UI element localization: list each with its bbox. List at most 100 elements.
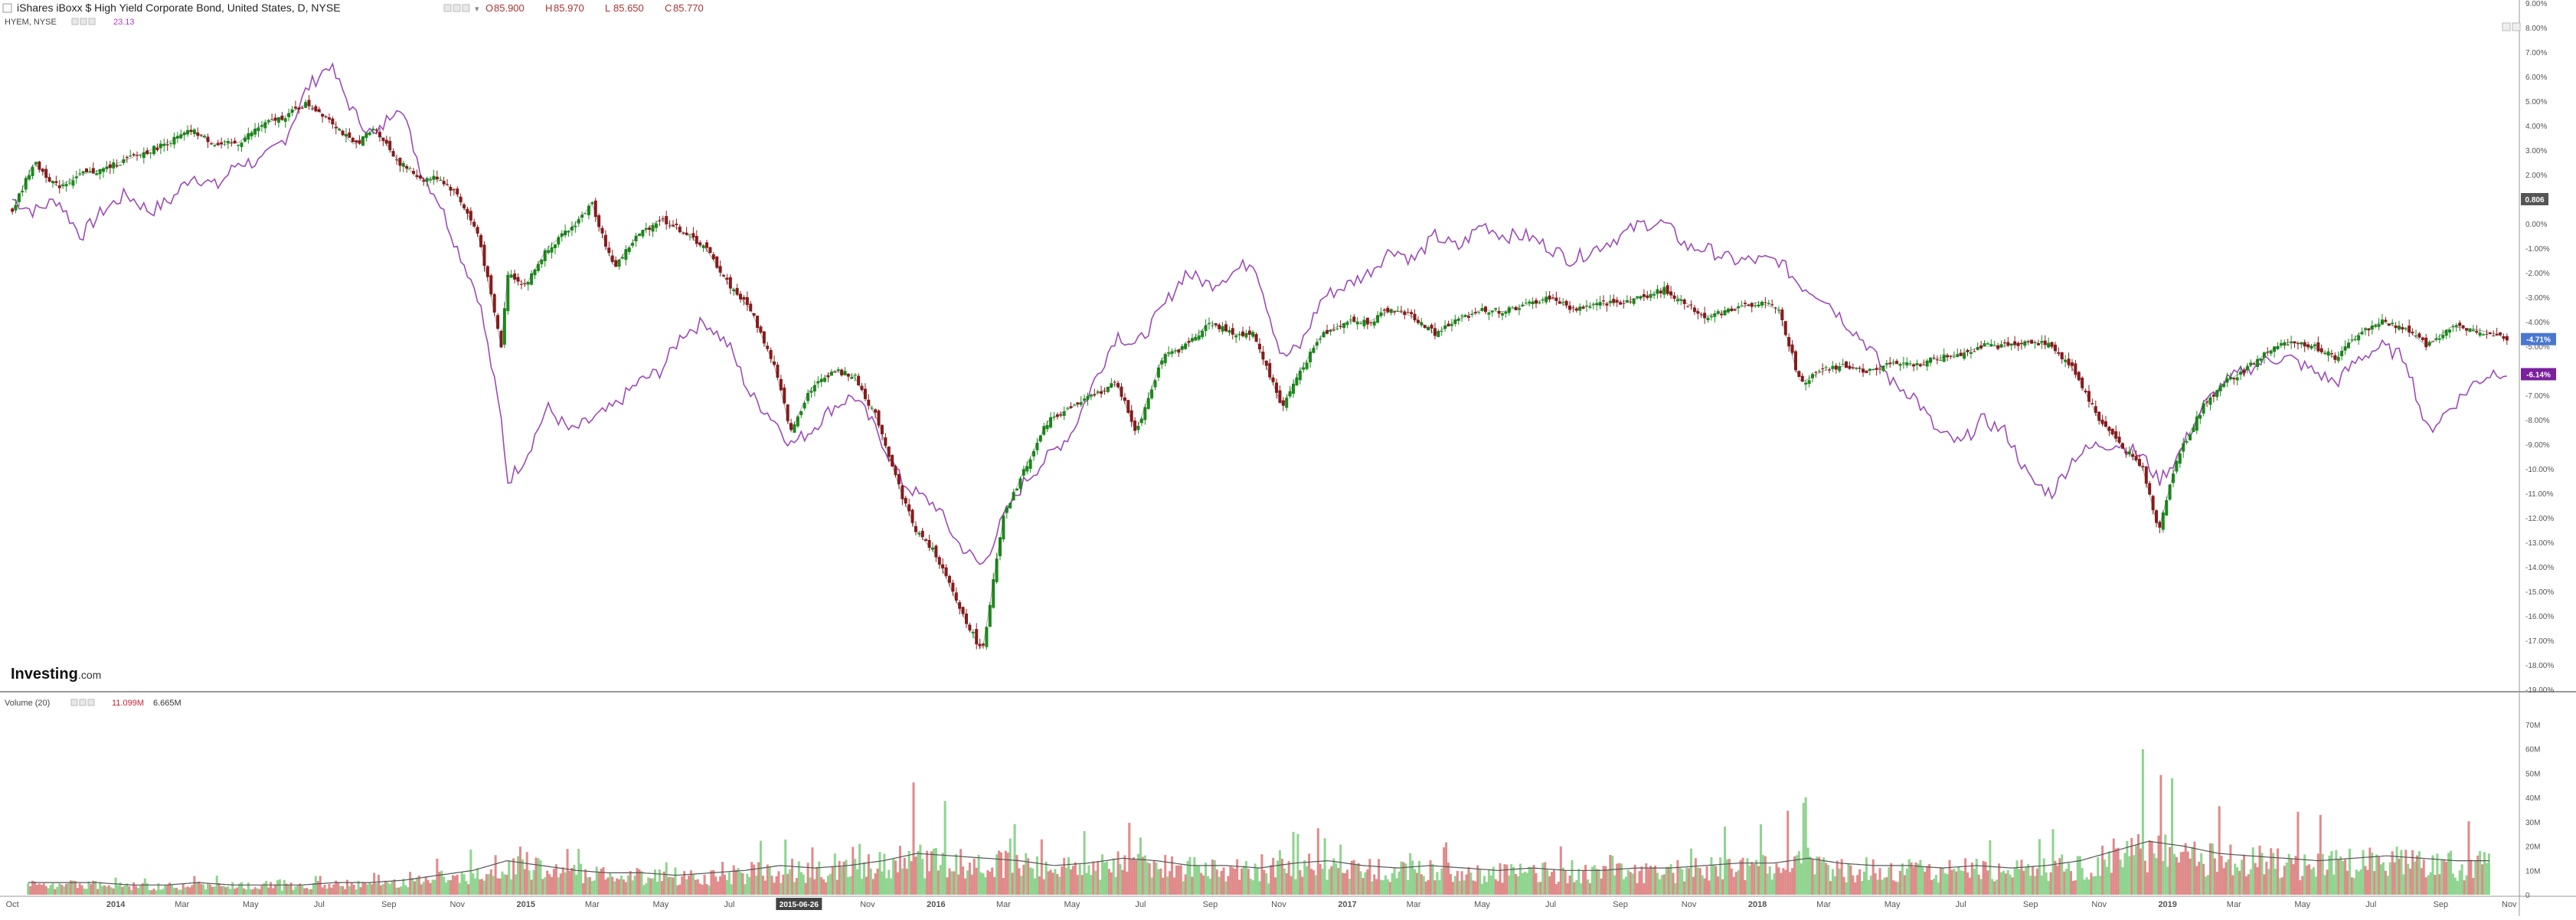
volume-bar [2175, 856, 2178, 895]
volume-bar [1105, 861, 1108, 895]
volume-bar [885, 878, 888, 895]
candle-body [1022, 469, 1025, 476]
volume-bar [705, 884, 708, 895]
candle-body [2168, 484, 2172, 500]
candle-body [1834, 365, 1838, 370]
legend-action-icon [88, 18, 96, 25]
volume-bar [2417, 851, 2421, 895]
candle-body [307, 100, 311, 106]
volume-bar [1485, 882, 1488, 895]
volume-bar [1979, 879, 1983, 895]
candle-body [1656, 289, 1659, 294]
volume-bar [395, 887, 398, 895]
candle-body [2471, 329, 2475, 332]
volume-bar [1031, 868, 1035, 895]
candle-body [1332, 329, 1335, 331]
volume-bar [1770, 879, 1773, 895]
candle-body [115, 165, 119, 167]
volume-bar [2166, 866, 2169, 895]
candle-body [28, 175, 31, 180]
candle-body [2437, 338, 2441, 340]
candle-body [1440, 331, 1443, 332]
candle-body [102, 168, 106, 172]
volume-bar [1872, 859, 1875, 895]
ohlc-label: C [665, 2, 672, 14]
volume-bar [244, 889, 247, 895]
volume-bar [215, 876, 218, 895]
volume-bar [1525, 873, 1528, 895]
candle-body [624, 249, 628, 260]
volume-bar [1604, 866, 1607, 895]
compare-badge-box [2521, 368, 2556, 381]
volume-bar [1242, 866, 1245, 895]
volume-bar [1402, 862, 1405, 895]
volume-bar [409, 872, 412, 895]
volume-bar [2184, 843, 2187, 895]
price-tick-label: -10.00% [2525, 466, 2554, 474]
volume-bar [1368, 859, 1371, 895]
volume-bar [400, 886, 403, 895]
candle-body [74, 176, 78, 178]
volume-bar [1090, 875, 1093, 895]
candle-body [1848, 365, 1852, 369]
volume-bar [1395, 878, 1398, 895]
volume-bar [557, 877, 560, 895]
volume-bar [1319, 863, 1322, 895]
volume-bar [2231, 875, 2234, 895]
volume-bar [741, 873, 744, 895]
volume-bar [1787, 810, 1790, 895]
candle-body [1355, 322, 1359, 325]
volume-bar [957, 874, 960, 895]
volume-bar [1629, 872, 1632, 895]
candle-body [482, 244, 486, 267]
volume-bar [2004, 873, 2007, 895]
candle-body [1595, 303, 1599, 306]
volume-bar [1840, 859, 1843, 895]
volume-bar [2422, 859, 2425, 895]
volume-bar [701, 884, 704, 895]
candle-body [1737, 306, 1741, 309]
candle-body [2144, 467, 2148, 484]
volume-bar [667, 876, 670, 895]
candle-body [2290, 342, 2293, 344]
time-tick-label: Sep [1613, 900, 1628, 909]
volume-bar [1047, 871, 1050, 895]
volume-bar [1260, 854, 1263, 895]
volume-bar [227, 886, 230, 895]
volume-bar [2398, 858, 2401, 895]
candle-body [1062, 411, 1066, 416]
volume-bar [510, 879, 513, 895]
time-tick-label: Nov [449, 900, 465, 909]
candle-body [165, 144, 169, 146]
volume-bar [2274, 868, 2277, 895]
volume-bar [1773, 873, 1776, 895]
volume-bar [2169, 846, 2172, 895]
volume-bar [2388, 862, 2391, 895]
volume-bar [786, 873, 789, 895]
candle-body [2019, 342, 2023, 345]
candle-body [1770, 304, 1774, 306]
volume-bar [1528, 866, 1531, 895]
candle-body [1545, 296, 1548, 303]
volume-bar [1097, 861, 1100, 895]
volume-bar [388, 884, 391, 895]
candle-body [1942, 354, 1946, 362]
volume-bar [2359, 869, 2362, 895]
volume-bar [1157, 869, 1160, 895]
candle-body [1258, 343, 1261, 350]
candle-body [2421, 337, 2424, 340]
candle-body [152, 146, 156, 155]
volume-bar [2078, 856, 2081, 895]
volume-bar [2094, 876, 2097, 895]
candle-body [607, 247, 611, 254]
volume-bar [2123, 853, 2127, 895]
candle-body [2360, 332, 2364, 335]
candle-body [2114, 431, 2118, 439]
volume-bar [1087, 865, 1090, 895]
candle-body [260, 125, 263, 127]
volume-bar [1505, 864, 1509, 895]
volume-bar [753, 864, 756, 895]
volume-bar [350, 882, 353, 895]
volume-bar [1607, 869, 1610, 895]
candle-body [1066, 408, 1070, 409]
